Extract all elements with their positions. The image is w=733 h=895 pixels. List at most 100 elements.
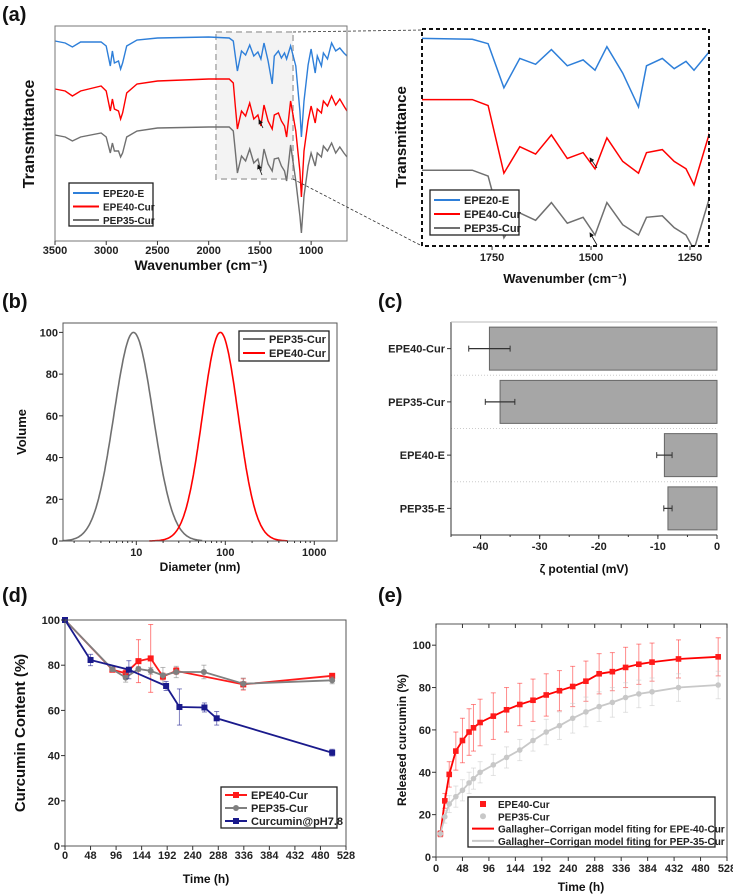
e-x-tick-label: 48 bbox=[456, 863, 468, 875]
a-connector-line bbox=[292, 178, 423, 247]
e-y-tick-label: 20 bbox=[419, 810, 431, 822]
a-arrow bbox=[257, 164, 263, 176]
d-point-PEP35-Cur bbox=[200, 668, 207, 675]
e-point-PEP35-Cur bbox=[715, 682, 721, 688]
e-x-tick-label: 96 bbox=[483, 863, 495, 875]
a-inset-arrow bbox=[589, 232, 598, 246]
c-category-label: PEP35-Cur bbox=[388, 397, 446, 409]
e-point-EPE40-Cur bbox=[609, 668, 616, 675]
b-x-tick-label: 1000 bbox=[302, 547, 326, 559]
e-point-EPE40-Cur bbox=[470, 724, 477, 731]
a-inset-legend-label: EPE40-Cur bbox=[464, 209, 522, 221]
a-spectrum-EPE20-E bbox=[54, 36, 348, 138]
e-point-PEP35-Cur bbox=[453, 793, 459, 800]
c-bar-PEP35-E bbox=[667, 486, 718, 531]
b-xlabel: Diameter (nm) bbox=[160, 560, 241, 574]
e-y-tick-label: 60 bbox=[419, 725, 431, 737]
panel-label-d: (d) bbox=[2, 585, 28, 607]
a-inset-spectrum-EPE40-Cur bbox=[422, 98, 709, 187]
a-x-tick-label: 1000 bbox=[299, 245, 323, 257]
e-point-PEP35-Cur bbox=[622, 694, 629, 701]
a-x-tick-label: 3500 bbox=[43, 245, 67, 257]
b-y-tick-label: 0 bbox=[52, 536, 58, 548]
d-x-tick-label: 288 bbox=[209, 850, 227, 862]
d-x-tick-label: 528 bbox=[337, 850, 355, 862]
e-point-EPE40-Cur bbox=[596, 670, 602, 677]
d-point-EPE40-Cur bbox=[135, 658, 142, 665]
e-point-PEP35-Cur bbox=[609, 699, 616, 706]
a-legend-label: EPE40-Cur bbox=[103, 203, 155, 214]
e-point-PEP35-Cur bbox=[583, 709, 589, 715]
d-point-Curcumin@pH7.8 bbox=[176, 704, 183, 711]
a-legend-label: PEP35-Cur bbox=[103, 216, 155, 227]
d-line-PEP35-Cur bbox=[64, 619, 333, 685]
e-point-PEP35-Cur bbox=[543, 729, 550, 735]
b-legend bbox=[238, 330, 330, 362]
e-x-tick-label: 240 bbox=[559, 863, 577, 875]
b-y-tick-label: 80 bbox=[46, 369, 58, 381]
plots-layer: 3500 3000 2500 2000 1500 1000EPE20-EEPE40-Cur… bbox=[40, 25, 733, 875]
e-point-PEP35-Cur bbox=[490, 762, 497, 768]
d-x-tick-label: 336 bbox=[235, 850, 253, 862]
d-point-PEP35-Cur bbox=[135, 666, 142, 673]
b-curve-EPE40-Cur bbox=[149, 331, 288, 542]
a-x-tick-label: 2000 bbox=[196, 245, 220, 257]
e-point-PEP35-Cur bbox=[569, 715, 576, 722]
e-point-PEP35-Cur bbox=[446, 801, 453, 807]
d-y-tick-label: 80 bbox=[48, 660, 60, 672]
e-xlabel: Time (h) bbox=[558, 880, 604, 894]
e-point-EPE40-Cur bbox=[490, 713, 497, 719]
c-x-tick-label: -10 bbox=[650, 541, 666, 553]
d-x-tick-label: 144 bbox=[132, 850, 151, 862]
c-bar-PEP35-Cur bbox=[499, 379, 718, 424]
a-x-tick-label: 2500 bbox=[145, 245, 169, 257]
b-legend-label: EPE40-Cur bbox=[269, 348, 327, 360]
d-point-Curcumin@pH7.8 bbox=[201, 704, 208, 711]
d-y-tick-label: 20 bbox=[48, 796, 60, 808]
d-point-EPE40-Cur bbox=[329, 672, 336, 679]
b-y-tick-label: 60 bbox=[46, 411, 58, 423]
e-x-tick-label: 0 bbox=[433, 863, 439, 875]
a-x-tick-label: 3000 bbox=[94, 245, 118, 257]
e-point-EPE40-Cur bbox=[446, 771, 453, 778]
a-inset-tick-label: 1500 bbox=[579, 252, 603, 264]
e-x-tick-label: 384 bbox=[638, 863, 657, 875]
d-y-tick-label: 0 bbox=[54, 841, 60, 853]
b-y-tick-label: 100 bbox=[40, 327, 58, 339]
b-ylabel: Volume bbox=[14, 409, 29, 455]
d-point-EPE40-Cur bbox=[147, 655, 154, 662]
e-point-EPE40-Cur bbox=[543, 692, 550, 698]
e-point-PEP35-Cur bbox=[649, 688, 655, 695]
panel-label-b: (b) bbox=[2, 291, 28, 313]
d-point-PEP35-Cur bbox=[240, 680, 247, 687]
e-ylabel: Released curcumin (%) bbox=[395, 674, 409, 806]
e-point-EPE40-Cur bbox=[477, 719, 483, 726]
a-ylabel: Transmittance bbox=[21, 80, 38, 189]
e-point-PEP35-Cur bbox=[477, 769, 483, 776]
d-y-tick-label: 100 bbox=[42, 615, 60, 627]
b-x-tick-label: 100 bbox=[216, 547, 234, 559]
d-point-Curcumin@pH7.8 bbox=[329, 749, 336, 756]
a-spectrum-EPE40-Cur bbox=[54, 78, 348, 198]
e-x-tick-label: 432 bbox=[665, 863, 683, 875]
e-legend-label: Gallagher–Corrigan model fiting for EPE-… bbox=[498, 825, 725, 836]
e-legend bbox=[467, 796, 716, 848]
c-x-tick-label: -30 bbox=[532, 541, 548, 553]
e-point-PEP35-Cur bbox=[466, 780, 472, 786]
c-xlabel: ζ potential (mV) bbox=[540, 562, 629, 576]
d-legend-label: PEP35-Cur bbox=[251, 803, 309, 815]
a-inset-frame bbox=[421, 28, 710, 247]
e-point-PEP35-Cur bbox=[530, 737, 536, 744]
e-point-PEP35-Cur bbox=[470, 775, 477, 782]
e-point-EPE40-Cur bbox=[649, 659, 655, 665]
d-point-PEP35-Cur bbox=[147, 667, 154, 674]
e-point-EPE40-Cur bbox=[516, 701, 523, 708]
a-connector-line bbox=[292, 29, 423, 33]
e-point-PEP35-Cur bbox=[437, 830, 444, 837]
c-x-tick-label: -20 bbox=[591, 541, 607, 553]
e-x-tick-label: 144 bbox=[506, 863, 525, 875]
d-x-tick-label: 0 bbox=[62, 850, 68, 862]
e-y-tick-label: 80 bbox=[419, 683, 431, 695]
e-point-PEP35-Cur bbox=[675, 684, 682, 691]
